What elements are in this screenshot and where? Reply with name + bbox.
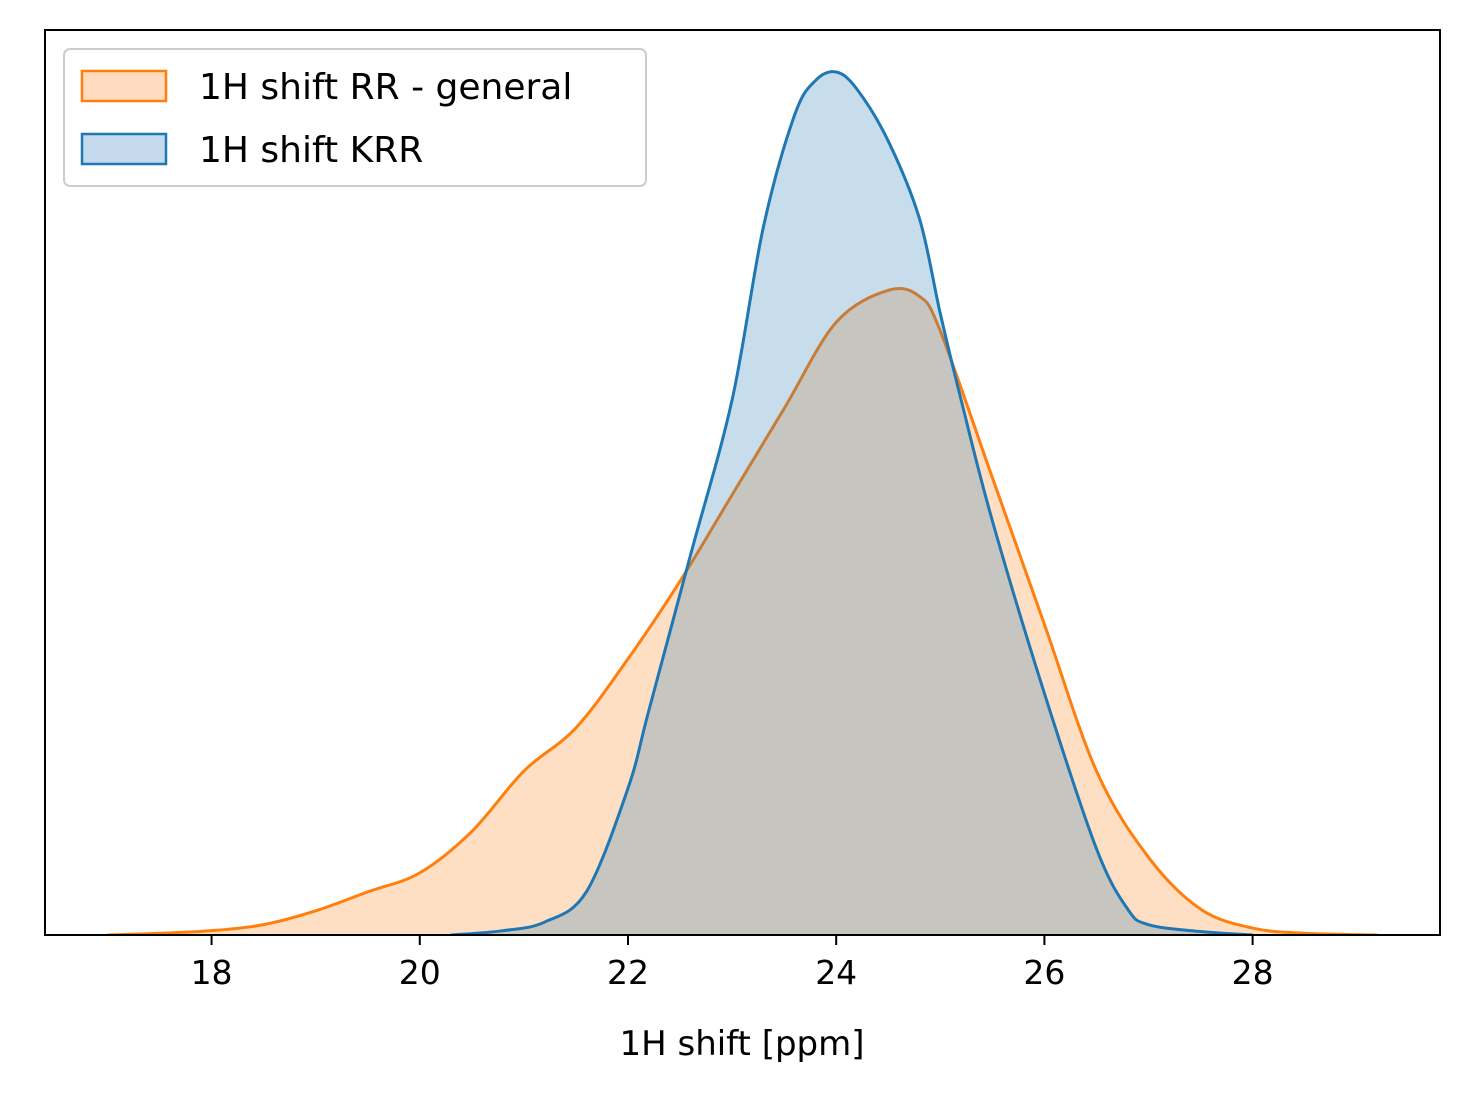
legend-frame [63, 48, 647, 187]
legend: 1H shift RR - general 1H shift KRR [63, 48, 647, 187]
series-line-1 [450, 70, 1253, 935]
plot-frame [44, 29, 1441, 936]
x-axis-ticks: 18 20 22 24 26 28 [191, 935, 1274, 992]
series-layer [107, 70, 1378, 935]
x-tick-label: 26 [1023, 953, 1065, 992]
legend-swatch-0 [80, 69, 168, 103]
legend-items: 1H shift RR - general 1H shift KRR [80, 67, 572, 171]
x-axis-label: 1H shift [ppm] [619, 1024, 864, 1064]
legend-swatch-1 [80, 132, 168, 166]
x-tick-label: 28 [1232, 953, 1274, 992]
legend-label-1: 1H shift KRR [199, 130, 423, 171]
series-line-0 [107, 287, 1378, 935]
x-tick-label: 18 [191, 953, 233, 992]
series-area-0 [107, 288, 1378, 935]
x-tick-label: 24 [815, 953, 857, 992]
legend-label-0: 1H shift RR - general [199, 67, 572, 108]
x-tick-label: 20 [399, 953, 441, 992]
x-tick-label: 22 [607, 953, 649, 992]
